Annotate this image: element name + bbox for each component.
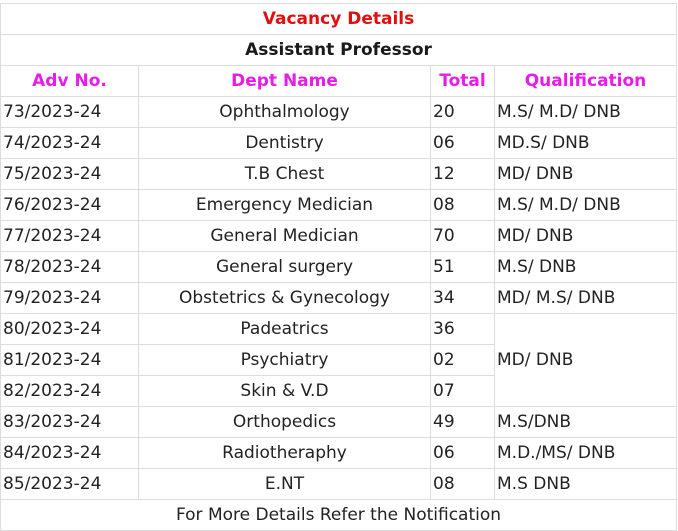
adv-no-cell: 75/2023-24 xyxy=(0,158,139,190)
table-row: 73/2023-24 Ophthalmology 20 M.S/ M.D/ DN… xyxy=(0,96,678,128)
qualification-cell: MD.S/ DNB xyxy=(493,127,678,159)
adv-no-cell: 76/2023-24 xyxy=(0,189,139,221)
table-row: 84/2023-24 Radiotheraphy 06 M.D./MS/ DNB xyxy=(0,437,678,469)
dept-cell: E.NT xyxy=(138,468,431,500)
dept-cell: Padeatrics xyxy=(138,313,431,345)
qualification-cell: M.D./MS/ DNB xyxy=(493,437,678,469)
dept-cell: Orthopedics xyxy=(138,406,431,438)
qualification-merged-cell: MD/ DNB xyxy=(493,313,678,407)
qualification-cell: M.S DNB xyxy=(493,468,678,500)
qualification-cell: M.S/ M.D/ DNB xyxy=(493,96,678,128)
total-cell: 20 xyxy=(430,96,495,128)
dept-cell: Ophthalmology xyxy=(138,96,431,128)
dept-cell: T.B Chest xyxy=(138,158,431,190)
footer-row: For More Details Refer the Notification xyxy=(0,499,678,531)
adv-no-cell: 78/2023-24 xyxy=(0,251,139,283)
total-cell: 02 xyxy=(430,344,495,376)
total-cell: 06 xyxy=(430,437,495,469)
qualification-cell: MD/ DNB xyxy=(493,220,678,252)
dept-cell: Dentistry xyxy=(138,127,431,159)
total-cell: 49 xyxy=(430,406,495,438)
table-row: 81/2023-24 Psychiatry 02 xyxy=(0,344,677,376)
dept-cell: General surgery xyxy=(138,251,431,283)
qualification-cell: M.S/DNB xyxy=(493,406,678,438)
table-subtitle: Assistant Professor xyxy=(0,34,678,66)
header-dept-name: Dept Name xyxy=(138,65,431,97)
total-cell: 12 xyxy=(430,158,495,190)
header-qualification: Qualification xyxy=(493,65,678,97)
qualification-cell: MD/ M.S/ DNB xyxy=(493,282,678,314)
total-cell: 06 xyxy=(430,127,495,159)
table-row: 77/2023-24 General Medician 70 MD/ DNB xyxy=(0,220,678,252)
qualification-cell: M.S/ M.D/ DNB xyxy=(493,189,678,221)
dept-cell: Skin & V.D xyxy=(138,375,431,407)
total-cell: 34 xyxy=(430,282,495,314)
table-row: 85/2023-24 E.NT 08 M.S DNB xyxy=(0,468,678,500)
adv-no-cell: 81/2023-24 xyxy=(0,344,139,376)
total-cell: 70 xyxy=(430,220,495,252)
adv-no-cell: 73/2023-24 xyxy=(0,96,139,128)
adv-no-cell: 84/2023-24 xyxy=(0,437,139,469)
dept-cell: Radiotheraphy xyxy=(138,437,431,469)
total-cell: 08 xyxy=(430,189,495,221)
adv-no-cell: 74/2023-24 xyxy=(0,127,139,159)
total-cell: 36 xyxy=(430,313,495,345)
header-row: Adv No. Dept Name Total Qualification xyxy=(0,65,678,97)
table-row: 75/2023-24 T.B Chest 12 MD/ DNB xyxy=(0,158,678,190)
adv-no-cell: 83/2023-24 xyxy=(0,406,139,438)
adv-no-cell: 85/2023-24 xyxy=(0,468,139,500)
adv-no-cell: 79/2023-24 xyxy=(0,282,139,314)
qualification-cell: MD/ DNB xyxy=(493,158,678,190)
table-row: 79/2023-24 Obstetrics & Gynecology 34 MD… xyxy=(0,282,678,314)
dept-cell: General Medician xyxy=(138,220,431,252)
table-row: 74/2023-24 Dentistry 06 MD.S/ DNB xyxy=(0,127,678,159)
dept-cell: Psychiatry xyxy=(138,344,431,376)
total-cell: 51 xyxy=(430,251,495,283)
subtitle-row: Assistant Professor xyxy=(0,34,678,66)
title-row: Vacancy Details xyxy=(0,3,678,35)
header-adv-no: Adv No. xyxy=(0,65,139,97)
table-row: 78/2023-24 General surgery 51 M.S/ DNB xyxy=(0,251,678,283)
adv-no-cell: 77/2023-24 xyxy=(0,220,139,252)
adv-no-cell: 80/2023-24 xyxy=(0,313,139,345)
vacancy-table: Vacancy Details Assistant Professor Adv … xyxy=(0,3,678,531)
total-cell: 08 xyxy=(430,468,495,500)
table-row: 76/2023-24 Emergency Medician 08 M.S/ M.… xyxy=(0,189,678,221)
table-title: Vacancy Details xyxy=(0,3,678,35)
dept-cell: Obstetrics & Gynecology xyxy=(138,282,431,314)
table-row: 80/2023-24 Padeatrics 36 MD/ DNB xyxy=(0,313,678,407)
header-total: Total xyxy=(430,65,495,97)
table-row: 82/2023-24 Skin & V.D 07 xyxy=(0,375,677,407)
table-row: 83/2023-24 Orthopedics 49 M.S/DNB xyxy=(0,406,678,438)
qualification-cell: M.S/ DNB xyxy=(493,251,678,283)
total-cell: 07 xyxy=(430,375,495,407)
adv-no-cell: 82/2023-24 xyxy=(0,375,139,407)
footer-note: For More Details Refer the Notification xyxy=(0,499,678,531)
dept-cell: Emergency Medician xyxy=(138,189,431,221)
